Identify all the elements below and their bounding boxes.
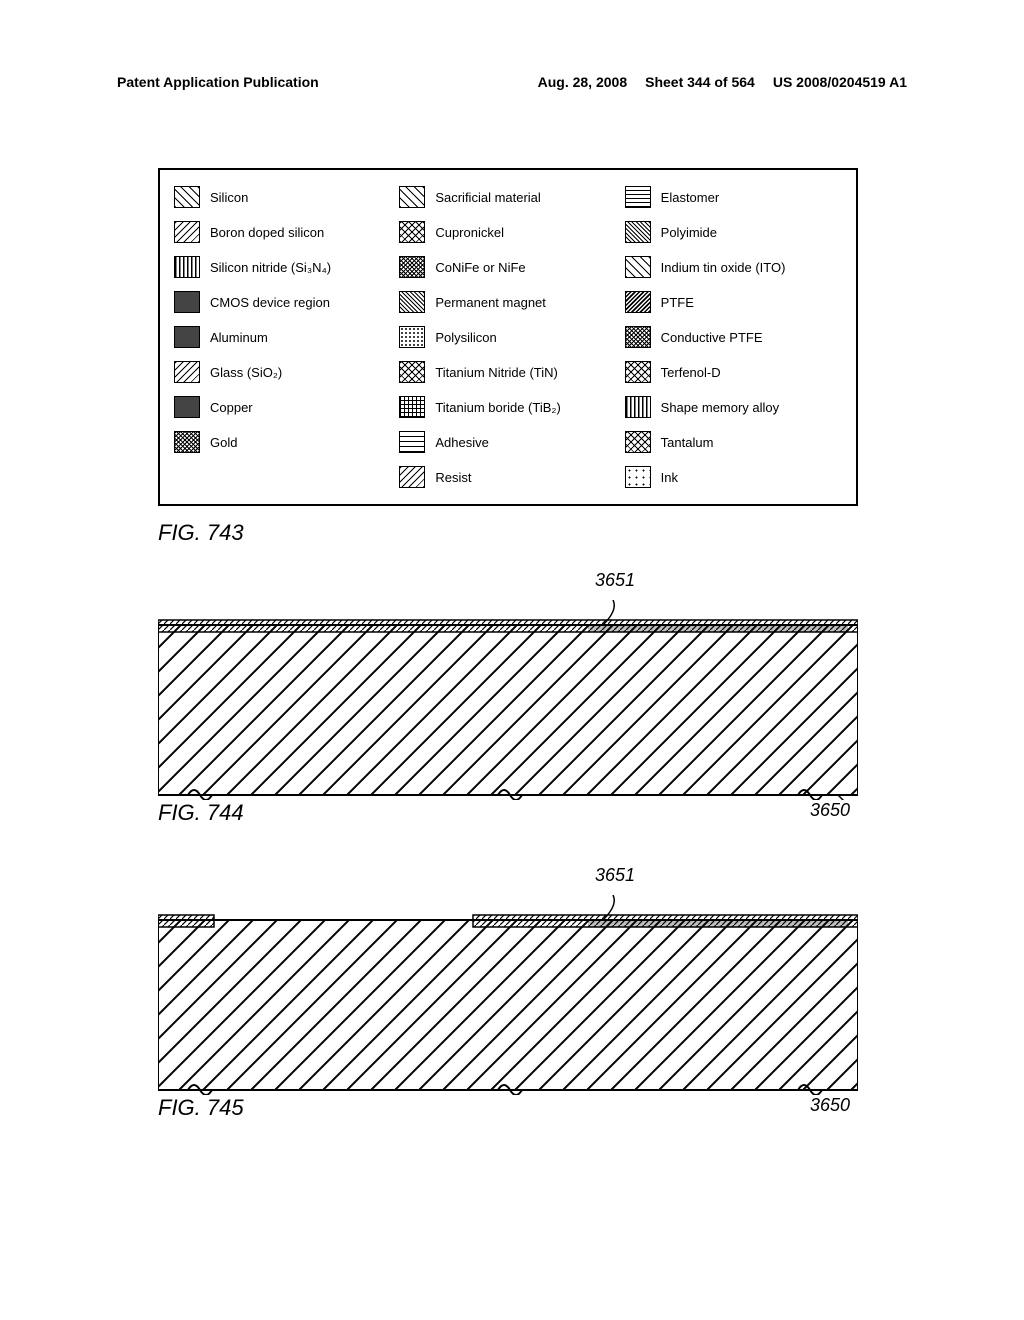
legend-col-2: Sacrificial material Cupronickel CoNiFe or… [399, 184, 616, 490]
legend-swatch [625, 431, 651, 453]
legend-item: Boron doped silicon [174, 219, 391, 245]
legend-item: CoNiFe or NiFe [399, 254, 616, 280]
legend-label: Terfenol-D [661, 365, 721, 380]
legend-item: PTFE [625, 289, 842, 315]
legend-item: Silicon [174, 184, 391, 210]
legend-label: Adhesive [435, 435, 488, 450]
legend-item: Resist [399, 464, 616, 490]
fig-745-bottom-label: 3650 [810, 1095, 850, 1116]
fig-745-top-label: 3651 [595, 865, 635, 886]
legend-swatch [174, 291, 200, 313]
legend-label: Titanium boride (TiB₂) [435, 400, 560, 415]
legend-label: Cupronickel [435, 225, 504, 240]
legend-label: Polyimide [661, 225, 717, 240]
legend-item: CMOS device region [174, 289, 391, 315]
legend-swatch [399, 291, 425, 313]
legend-item: Elastomer [625, 184, 842, 210]
legend-col-3: Elastomer Polyimide Indium tin oxide (ITO)… [625, 184, 842, 490]
fig-744-diagram [158, 600, 858, 800]
header-sheet: Sheet 344 of 564 [645, 74, 755, 90]
header-docnum: US 2008/0204519 A1 [773, 74, 907, 90]
legend-col-1: Silicon Boron doped silicon Silicon nitrid… [174, 184, 391, 490]
legend-item: Shape memory alloy [625, 394, 842, 420]
legend-swatch [174, 326, 200, 348]
material-legend: Silicon Boron doped silicon Silicon nitrid… [158, 168, 858, 506]
legend-item: Titanium boride (TiB₂) [399, 394, 616, 420]
legend-swatch [625, 396, 651, 418]
legend-label: Ink [661, 470, 678, 485]
legend-label: PTFE [661, 295, 694, 310]
legend-swatch [399, 431, 425, 453]
legend-swatch [399, 396, 425, 418]
fig-743-caption: FIG. 743 [158, 520, 244, 546]
legend-item: Polysilicon [399, 324, 616, 350]
fig-744-top-label: 3651 [595, 570, 635, 591]
fig-744-caption: FIG. 744 [158, 800, 244, 826]
legend-item: Ink [625, 464, 842, 490]
legend-swatch [174, 221, 200, 243]
legend-label: Silicon [210, 190, 248, 205]
legend-label: Resist [435, 470, 471, 485]
fig-744-bottom-label: 3650 [810, 800, 850, 821]
legend-label: Silicon nitride (Si₃N₄) [210, 260, 331, 275]
legend-label: Polysilicon [435, 330, 496, 345]
legend-item: Terfenol-D [625, 359, 842, 385]
legend-swatch [625, 361, 651, 383]
legend-item: Sacrificial material [399, 184, 616, 210]
legend-item: Permanent magnet [399, 289, 616, 315]
legend-label: Sacrificial material [435, 190, 540, 205]
legend-label: Glass (SiO₂) [210, 365, 282, 380]
legend-item: Adhesive [399, 429, 616, 455]
legend-swatch [399, 361, 425, 383]
legend-item: Silicon nitride (Si₃N₄) [174, 254, 391, 280]
legend-swatch [399, 221, 425, 243]
legend-label: Copper [210, 400, 253, 415]
legend-swatch [174, 361, 200, 383]
legend-swatch [174, 256, 200, 278]
legend-item: Gold [174, 429, 391, 455]
legend-item: Polyimide [625, 219, 842, 245]
page-header: Patent Application Publication Aug. 28, … [117, 74, 907, 90]
header-date: Aug. 28, 2008 [538, 74, 628, 90]
header-right-group: Aug. 28, 2008 Sheet 344 of 564 US 2008/0… [538, 74, 907, 90]
legend-swatch [174, 186, 200, 208]
legend-label: Titanium Nitride (TiN) [435, 365, 558, 380]
fig-745-diagram [158, 895, 858, 1095]
legend-label: Gold [210, 435, 237, 450]
legend-item: Copper [174, 394, 391, 420]
header-publication: Patent Application Publication [117, 74, 319, 90]
legend-label: CoNiFe or NiFe [435, 260, 525, 275]
legend-item: Indium tin oxide (ITO) [625, 254, 842, 280]
legend-label: Indium tin oxide (ITO) [661, 260, 786, 275]
legend-swatch [174, 396, 200, 418]
legend-swatch [625, 291, 651, 313]
legend-label: Elastomer [661, 190, 720, 205]
legend-item: Titanium Nitride (TiN) [399, 359, 616, 385]
legend-swatch [625, 186, 651, 208]
legend-swatch [399, 256, 425, 278]
legend-label: Conductive PTFE [661, 330, 763, 345]
legend-swatch [174, 431, 200, 453]
legend-label: CMOS device region [210, 295, 330, 310]
legend-item: Tantalum [625, 429, 842, 455]
legend-label: Shape memory alloy [661, 400, 780, 415]
legend-label: Boron doped silicon [210, 225, 324, 240]
legend-item: Cupronickel [399, 219, 616, 245]
legend-swatch [399, 326, 425, 348]
legend-item: Glass (SiO₂) [174, 359, 391, 385]
legend-label: Tantalum [661, 435, 714, 450]
legend-item: Conductive PTFE [625, 324, 842, 350]
legend-swatch [625, 256, 651, 278]
legend-item: Aluminum [174, 324, 391, 350]
fig-745-caption: FIG. 745 [158, 1095, 244, 1121]
legend-label: Aluminum [210, 330, 268, 345]
legend-swatch [625, 221, 651, 243]
legend-swatch [399, 466, 425, 488]
legend-swatch [625, 466, 651, 488]
legend-swatch [399, 186, 425, 208]
legend-label: Permanent magnet [435, 295, 546, 310]
patent-page: Patent Application Publication Aug. 28, … [0, 0, 1024, 1320]
legend-swatch [625, 326, 651, 348]
